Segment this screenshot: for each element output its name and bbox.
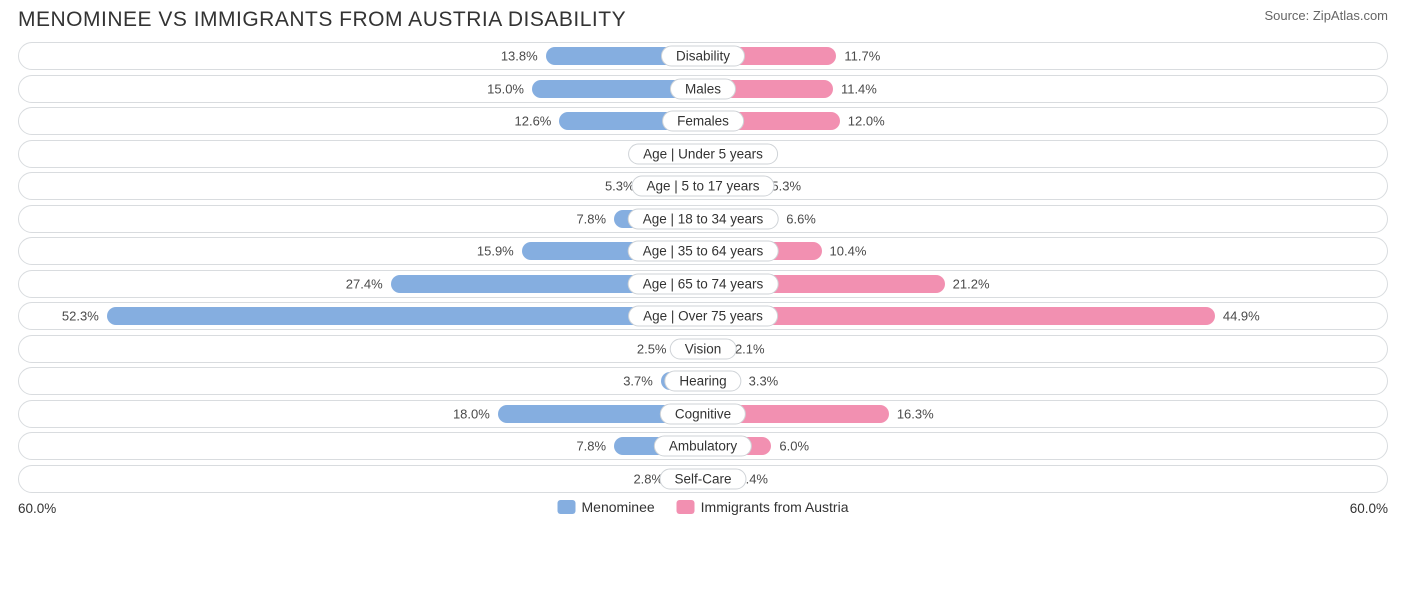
value-right: 10.4% bbox=[830, 244, 867, 259]
category-pill: Hearing bbox=[664, 371, 741, 392]
chart-row: 2.3%1.3%Age | Under 5 years bbox=[18, 140, 1388, 168]
value-right: 11.4% bbox=[841, 81, 877, 96]
chart-row: 18.0% 16.3% Cognitive bbox=[18, 400, 1388, 428]
chart-row: 15.0% 11.4% Males bbox=[18, 75, 1388, 103]
chart-row: 52.3% 44.9% Age | Over 75 years bbox=[18, 302, 1388, 330]
page-title: MENOMINEE VS IMMIGRANTS FROM AUSTRIA DIS… bbox=[18, 8, 626, 32]
category-pill: Self-Care bbox=[659, 468, 746, 489]
value-right: 6.6% bbox=[786, 211, 816, 226]
value-right: 5.3% bbox=[771, 179, 801, 194]
legend-item-left: Menominee bbox=[558, 499, 655, 515]
chart-row: 7.8% 6.6% Age | 18 to 34 years bbox=[18, 205, 1388, 233]
value-left: 15.0% bbox=[487, 81, 524, 96]
legend-label: Immigrants from Austria bbox=[701, 499, 849, 515]
value-left: 3.7% bbox=[623, 374, 653, 389]
value-left: 2.5% bbox=[637, 341, 667, 356]
legend-label: Menominee bbox=[582, 499, 655, 515]
legend: Menominee Immigrants from Austria bbox=[558, 499, 849, 515]
category-pill: Age | 65 to 74 years bbox=[628, 273, 779, 294]
chart-row: 2.5% 2.1%Vision bbox=[18, 335, 1388, 363]
value-left: 18.0% bbox=[453, 406, 490, 421]
chart-row: 15.9% 10.4% Age | 35 to 64 years bbox=[18, 237, 1388, 265]
category-pill: Age | 18 to 34 years bbox=[628, 208, 779, 229]
value-right: 21.2% bbox=[953, 276, 990, 291]
chart-row: 2.8%2.4%Self-Care bbox=[18, 465, 1388, 493]
value-left: 27.4% bbox=[346, 276, 383, 291]
category-pill: Age | 5 to 17 years bbox=[631, 176, 774, 197]
value-left: 7.8% bbox=[576, 211, 606, 226]
axis-max-right: 60.0% bbox=[1350, 501, 1388, 516]
value-left: 12.6% bbox=[515, 114, 552, 129]
value-right: 2.1% bbox=[735, 341, 765, 356]
bar-right bbox=[703, 307, 1215, 325]
category-pill: Age | Over 75 years bbox=[628, 306, 778, 327]
category-pill: Females bbox=[662, 111, 744, 132]
category-pill: Vision bbox=[670, 338, 737, 359]
value-right: 3.3% bbox=[749, 374, 779, 389]
legend-item-right: Immigrants from Austria bbox=[677, 499, 849, 515]
category-pill: Ambulatory bbox=[654, 436, 752, 457]
chart-row: 27.4% 21.2% Age | 65 to 74 years bbox=[18, 270, 1388, 298]
category-pill: Age | Under 5 years bbox=[628, 143, 778, 164]
category-pill: Males bbox=[670, 78, 736, 99]
value-left: 5.3% bbox=[605, 179, 635, 194]
category-pill: Age | 35 to 64 years bbox=[628, 241, 779, 262]
chart-row: 12.6% 12.0% Females bbox=[18, 107, 1388, 135]
legend-swatch bbox=[558, 500, 576, 514]
category-pill: Cognitive bbox=[660, 403, 746, 424]
value-right: 12.0% bbox=[848, 114, 885, 129]
chart-row: 7.8% 6.0% Ambulatory bbox=[18, 432, 1388, 460]
chart-row: 3.7% 3.3% Hearing bbox=[18, 367, 1388, 395]
axis-max-left: 60.0% bbox=[18, 501, 56, 516]
value-right: 44.9% bbox=[1223, 309, 1260, 324]
value-left: 52.3% bbox=[62, 309, 99, 324]
chart-row: 5.3% 5.3%Age | 5 to 17 years bbox=[18, 172, 1388, 200]
category-pill: Disability bbox=[661, 46, 745, 67]
chart-row: 13.8% 11.7% Disability bbox=[18, 42, 1388, 70]
value-right: 11.7% bbox=[844, 49, 880, 64]
source-attribution: Source: ZipAtlas.com bbox=[1264, 8, 1388, 23]
value-left: 15.9% bbox=[477, 244, 514, 259]
value-right: 6.0% bbox=[779, 439, 809, 454]
value-left: 7.8% bbox=[576, 439, 606, 454]
value-right: 16.3% bbox=[897, 406, 934, 421]
diverging-bar-chart: 13.8% 11.7% Disability 15.0% 11.4% Males 12.6%… bbox=[0, 36, 1406, 525]
chart-footer: 60.0% 60.0% Menominee Immigrants from Austr… bbox=[18, 499, 1388, 525]
value-left: 13.8% bbox=[501, 49, 538, 64]
bar-left bbox=[107, 307, 703, 325]
legend-swatch bbox=[677, 500, 695, 514]
